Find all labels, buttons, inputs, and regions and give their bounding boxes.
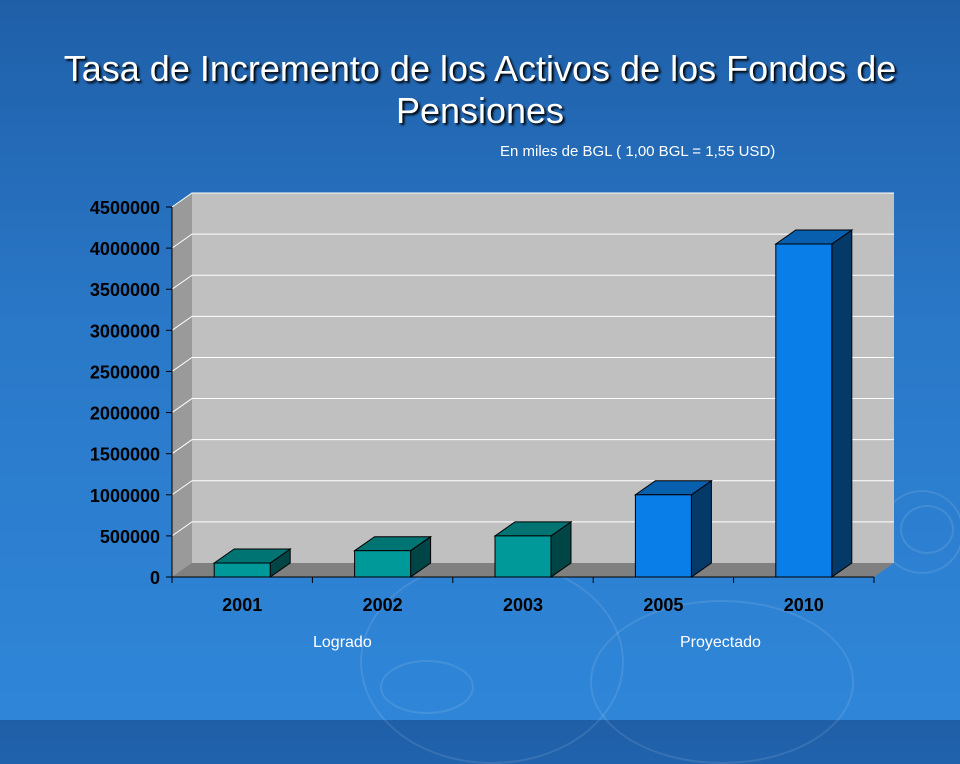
chart-subtitle: En miles de BGL ( 1,00 BGL = 1,55 USD) — [500, 143, 776, 160]
gridline — [171, 233, 894, 249]
bar-side — [831, 229, 853, 578]
gridline — [171, 315, 894, 331]
bar-side — [690, 479, 712, 578]
x-tick-label: 2001 — [222, 595, 262, 615]
y-tick-label: 3000000 — [90, 321, 160, 341]
x-tick-label: 2010 — [784, 595, 824, 615]
y-tick-label: 4000000 — [90, 239, 160, 259]
y-tick-label: 4500000 — [90, 198, 160, 218]
y-tick-label: 3500000 — [90, 280, 160, 300]
y-tick-label: 2500000 — [90, 362, 160, 382]
y-tick-label: 1500000 — [90, 445, 160, 465]
gridline — [171, 274, 894, 290]
background-ripple — [380, 660, 474, 714]
label-projected: Proyectado — [680, 634, 761, 651]
gridline — [171, 356, 894, 372]
label-achieved: Logrado — [313, 634, 372, 651]
y-tick-label: 1000000 — [90, 486, 160, 506]
background-ripple — [900, 505, 954, 554]
gridline — [171, 439, 894, 455]
gridline — [171, 192, 894, 208]
x-tick-label: 2003 — [503, 595, 543, 615]
page-title: Tasa de Incremento de los Activos de los… — [63, 48, 897, 131]
gridline — [171, 398, 894, 413]
x-tick-label: 2005 — [643, 595, 683, 615]
bar — [213, 562, 271, 578]
x-tick-label: 2002 — [363, 595, 403, 615]
bar — [634, 494, 692, 578]
y-tick-label: 500000 — [100, 527, 160, 547]
plot-side-wall — [172, 193, 192, 577]
bar-chart: 0 500000 1000000 1500000 2000000 2500000 30000… — [90, 192, 894, 615]
plot-back-wall — [192, 193, 894, 563]
y-tick-label: 0 — [150, 568, 160, 588]
y-tick-label: 2000000 — [90, 404, 160, 424]
bar — [354, 550, 412, 578]
bar — [494, 535, 552, 578]
bar — [775, 243, 833, 578]
